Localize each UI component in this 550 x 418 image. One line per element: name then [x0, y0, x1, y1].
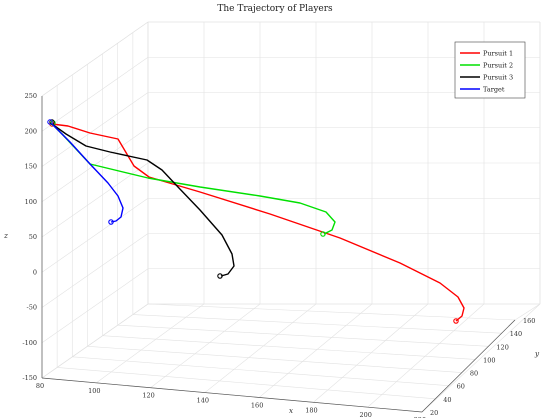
- x-tick-label: 200: [360, 411, 372, 418]
- y-tick-label: 140: [510, 330, 522, 338]
- x-grid-floor: [258, 303, 373, 398]
- x-tick-label: 180: [305, 406, 317, 414]
- series-line-pursuit-3: [51, 123, 235, 277]
- z-grid-left: [41, 57, 149, 132]
- y-tick-label: 40: [443, 396, 451, 404]
- start-marker-target: [47, 119, 53, 125]
- z-tick-label: 150: [25, 163, 37, 171]
- chart-title: The Trajectory of Players: [217, 4, 333, 14]
- box-edge: [41, 303, 149, 379]
- x-tick-label: 140: [197, 397, 209, 405]
- legend-label-pursuit-1: Pursuit 1: [483, 49, 513, 57]
- legend-label-pursuit-3: Pursuit 3: [483, 73, 513, 81]
- x-tick-label: 160: [251, 401, 263, 409]
- x-grid-floor: [367, 303, 485, 408]
- z-tick-label: 250: [25, 92, 37, 100]
- y-tick-label: 20: [430, 409, 438, 417]
- x-tick-label: 100: [88, 387, 100, 395]
- z-grid-left: [41, 268, 149, 343]
- z-tick-label: -150: [22, 374, 37, 382]
- y-grid-floor: [57, 367, 436, 400]
- tick-labels: 250200150100500-50-100-15080100120140160…: [22, 92, 535, 418]
- series-line-pursuit-2: [51, 123, 336, 235]
- series-line-target: [51, 123, 124, 223]
- x-grid-floor: [96, 303, 205, 384]
- x-grid-floor: [150, 303, 261, 388]
- z-grid-left: [41, 92, 149, 167]
- y-grid-floor: [72, 356, 449, 387]
- x-grid-floor: [421, 303, 541, 413]
- z-tick-label: 0: [33, 268, 37, 276]
- y-grid-floor: [132, 314, 502, 334]
- box-edge: [41, 21, 149, 97]
- z-grid-left: [41, 233, 149, 308]
- legend: Pursuit 1 Pursuit 2 Pursuit 3 Target: [454, 41, 526, 99]
- y-grid-floor: [87, 345, 462, 373]
- y-tick-label: 60: [457, 383, 465, 391]
- end-marker-target: [108, 219, 114, 225]
- z-tick-label: -50: [27, 304, 37, 312]
- z-tick-label: 50: [29, 233, 37, 241]
- z-tick-label: -100: [22, 339, 37, 347]
- z-grid-left: [41, 162, 149, 238]
- y-grid-floor: [117, 324, 489, 347]
- legend-label-target: Target: [483, 85, 505, 93]
- x-axis-line: [41, 377, 423, 413]
- x-tick-label: 220: [414, 416, 426, 418]
- legend-label-pursuit-2: Pursuit 2: [483, 61, 513, 69]
- axes: [41, 96, 516, 413]
- y-axis-label: y: [534, 349, 540, 358]
- y-grid-floor: [102, 335, 476, 360]
- z-grid-left: [41, 198, 149, 273]
- y-tick-label: 80: [470, 370, 478, 378]
- z-axis-label: z: [3, 231, 8, 240]
- y-axis-line: [421, 319, 516, 413]
- y-grid-floor: [147, 303, 516, 321]
- x-tick-label: 120: [142, 392, 154, 400]
- y-tick-label: 160: [523, 317, 535, 325]
- end-marker-pursuit-2: [320, 231, 326, 237]
- y-tick-label: 100: [483, 356, 495, 364]
- end-marker-pursuit-1: [453, 318, 459, 324]
- x-grid-floor: [204, 303, 317, 393]
- z-tick-label: 100: [25, 198, 37, 206]
- y-tick-label: 120: [496, 343, 508, 351]
- x-axis-label: x: [289, 406, 294, 415]
- series: [47, 119, 465, 324]
- box-edge: [514, 303, 541, 321]
- z-tick-label: 200: [25, 127, 37, 135]
- x-grid-floor: [313, 303, 429, 403]
- end-marker-pursuit-3: [217, 273, 223, 279]
- x-tick-label: 80: [36, 382, 44, 390]
- series-line-pursuit-1: [51, 123, 465, 322]
